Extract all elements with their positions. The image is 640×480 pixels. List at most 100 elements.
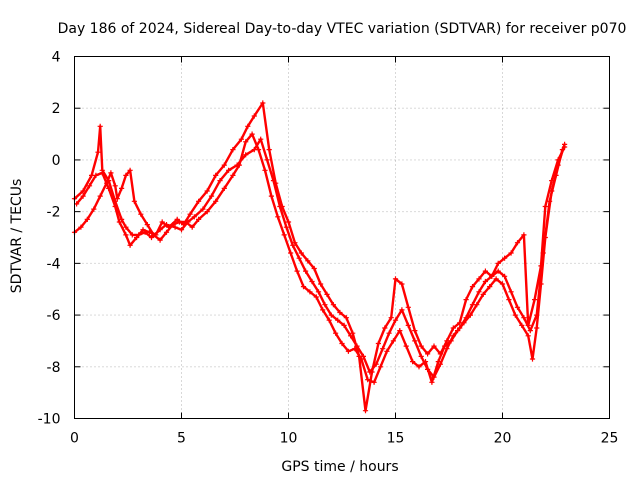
x-axis-label: GPS time / hours bbox=[281, 459, 398, 475]
data-point bbox=[519, 322, 525, 328]
data-point bbox=[281, 232, 287, 238]
series-group bbox=[71, 100, 568, 414]
data-point bbox=[384, 348, 390, 354]
data-point bbox=[534, 325, 540, 331]
data-point bbox=[217, 178, 223, 184]
data-point bbox=[350, 330, 356, 336]
data-point bbox=[476, 289, 482, 295]
data-point bbox=[80, 193, 86, 199]
x-tick-label: 0 bbox=[70, 431, 79, 447]
data-point bbox=[514, 304, 521, 310]
data-point bbox=[429, 379, 435, 385]
data-point bbox=[495, 260, 501, 266]
data-point bbox=[243, 152, 249, 158]
data-point bbox=[506, 297, 512, 303]
data-point bbox=[200, 206, 206, 212]
data-point bbox=[502, 273, 508, 279]
data-point bbox=[333, 330, 339, 336]
data-point bbox=[412, 338, 418, 344]
data-point bbox=[330, 302, 336, 308]
plot-frame bbox=[74, 56, 610, 419]
data-point bbox=[114, 196, 120, 202]
data-point bbox=[307, 289, 313, 295]
data-point bbox=[255, 147, 262, 153]
data-point bbox=[97, 123, 103, 129]
data-point bbox=[365, 377, 371, 383]
data-point bbox=[412, 328, 418, 334]
data-point bbox=[157, 237, 163, 243]
data-point bbox=[174, 216, 180, 222]
data-point bbox=[532, 297, 538, 303]
series-line bbox=[73, 125, 564, 379]
data-point bbox=[480, 291, 486, 297]
data-point bbox=[380, 346, 386, 352]
data-point bbox=[213, 198, 219, 204]
data-point bbox=[273, 180, 279, 186]
data-point bbox=[95, 149, 101, 155]
y-tick-label: 2 bbox=[52, 101, 61, 117]
data-point bbox=[435, 359, 441, 365]
data-point bbox=[279, 203, 285, 210]
data-point bbox=[493, 276, 499, 282]
data-point bbox=[196, 216, 202, 222]
data-point bbox=[489, 273, 495, 279]
data-point bbox=[138, 211, 144, 217]
data-point bbox=[268, 193, 274, 199]
data-point bbox=[369, 369, 375, 375]
data-point bbox=[549, 178, 555, 184]
data-point bbox=[178, 227, 185, 233]
data-point bbox=[127, 242, 133, 248]
data-point bbox=[418, 343, 424, 349]
y-tick-label: -2 bbox=[47, 205, 61, 221]
y-axis-label: SDTVAR / TECUs bbox=[9, 179, 25, 294]
data-point bbox=[562, 144, 568, 150]
data-point bbox=[146, 229, 152, 235]
data-point bbox=[191, 214, 197, 220]
data-point bbox=[416, 364, 422, 370]
data-point bbox=[80, 188, 86, 194]
data-point bbox=[262, 167, 268, 173]
series-track-2 bbox=[71, 131, 568, 385]
data-point bbox=[324, 291, 330, 297]
data-point bbox=[264, 157, 270, 163]
data-point bbox=[283, 224, 289, 230]
data-point bbox=[397, 328, 403, 334]
data-point bbox=[345, 348, 351, 354]
data-point bbox=[258, 136, 264, 142]
data-point bbox=[140, 227, 146, 233]
y-tick-label: -6 bbox=[47, 308, 61, 324]
data-point bbox=[422, 359, 429, 365]
series-track-3 bbox=[74, 100, 568, 414]
data-point bbox=[245, 123, 251, 129]
data-point bbox=[377, 364, 384, 370]
data-point bbox=[313, 294, 319, 300]
data-point bbox=[410, 359, 416, 365]
y-tick-label: -8 bbox=[47, 360, 61, 376]
data-point bbox=[482, 268, 488, 274]
data-point bbox=[112, 203, 118, 210]
data-point bbox=[84, 216, 90, 222]
data-point bbox=[444, 338, 450, 344]
data-point bbox=[542, 203, 548, 210]
data-point bbox=[371, 379, 377, 385]
data-point bbox=[382, 325, 388, 331]
data-point bbox=[335, 317, 341, 323]
data-point bbox=[320, 307, 326, 313]
data-point bbox=[309, 278, 315, 285]
data-point bbox=[243, 139, 249, 145]
data-point bbox=[525, 322, 531, 328]
data-point bbox=[260, 100, 266, 106]
data-point bbox=[303, 268, 309, 274]
data-point bbox=[99, 170, 105, 176]
data-point bbox=[508, 289, 514, 295]
data-point bbox=[226, 167, 232, 173]
data-point bbox=[266, 147, 272, 153]
data-point bbox=[213, 172, 219, 178]
data-point bbox=[238, 136, 244, 142]
data-point bbox=[189, 224, 195, 230]
data-point bbox=[249, 131, 255, 137]
ticks bbox=[74, 56, 610, 419]
data-point bbox=[311, 265, 317, 272]
data-point bbox=[343, 315, 349, 321]
